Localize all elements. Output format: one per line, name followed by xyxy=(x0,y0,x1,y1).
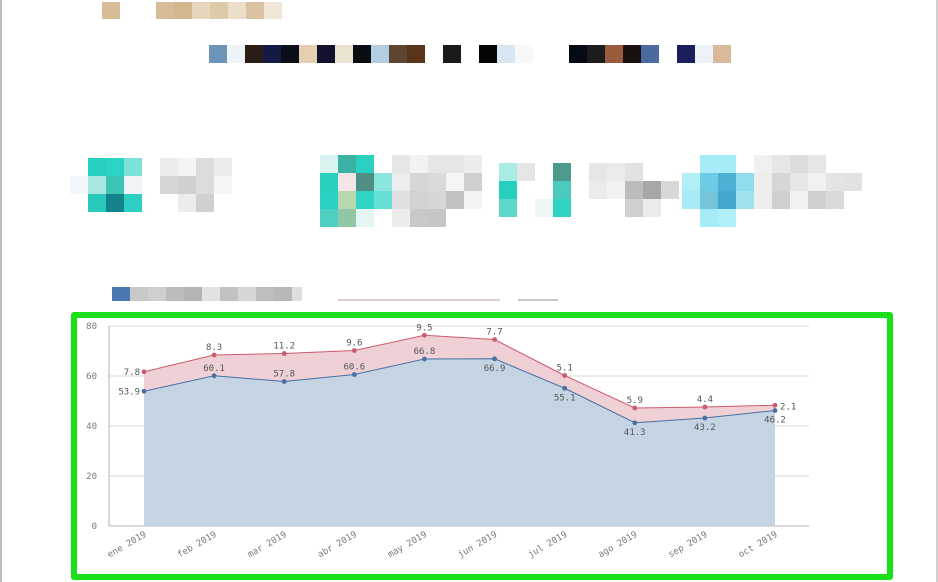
series-1-data-label: 41.3 xyxy=(624,428,646,438)
series-1-point xyxy=(632,420,638,426)
redacted-header-mosaic xyxy=(2,0,938,301)
series-2-point xyxy=(211,352,217,358)
series-1-point xyxy=(702,415,708,421)
series-1-point xyxy=(281,379,287,384)
series-2-data-label: 9.6 xyxy=(346,339,362,349)
series-1-point xyxy=(422,356,427,362)
series-1-data-label: 60.1 xyxy=(203,364,225,374)
x-tick-label: sep 2019 xyxy=(667,530,710,560)
series-1-data-label: 57.8 xyxy=(273,370,295,380)
series-2-data-label: 5.1 xyxy=(557,364,573,374)
series-1-data-label: 46.2 xyxy=(764,416,786,426)
series-2-area xyxy=(144,335,775,423)
series-1-point xyxy=(211,373,217,379)
series-1-line xyxy=(143,358,776,424)
series-1-data-label: 53.9 xyxy=(118,387,140,397)
series-1-point xyxy=(492,356,497,362)
series-2-point xyxy=(772,402,778,408)
series-2-point xyxy=(492,337,497,342)
series-1-data-label: 60.6 xyxy=(343,363,365,373)
series-1-area xyxy=(144,358,775,526)
series-1-point xyxy=(351,372,357,377)
x-tick-label: may 2019 xyxy=(386,530,429,560)
x-tick-label: mar 2019 xyxy=(246,530,289,560)
series-2-data-label: 8.3 xyxy=(206,343,222,353)
series-1-data-label: 43.2 xyxy=(694,423,716,433)
series-1-point xyxy=(562,385,568,391)
y-tick-label: 80 xyxy=(86,322,97,332)
series-2-data-label: 5.9 xyxy=(627,396,643,406)
series-2-point xyxy=(702,404,708,410)
y-tick-label: 40 xyxy=(86,422,97,432)
series-1-data-label: 66.8 xyxy=(414,347,436,357)
chart-highlight-frame: 0 20 40 60 80 7.8 53.9 8.3 60.1 11.2 57.8 9.6 60.6 9.… xyxy=(71,312,893,580)
x-tick-label: feb 2019 xyxy=(176,530,219,560)
y-tick-label: 0 xyxy=(92,522,97,532)
x-tick-label: jun 2019 xyxy=(457,530,500,560)
series-1-data-label: 66.9 xyxy=(484,364,506,374)
series-2-point xyxy=(422,332,427,338)
x-tick-label: ago 2019 xyxy=(597,530,640,560)
y-tick-label: 60 xyxy=(86,372,97,382)
stacked-area-chart: 0 20 40 60 80 7.8 53.9 8.3 60.1 11.2 57.8 9.6 60.6 9.… xyxy=(86,322,809,560)
series-2-point xyxy=(562,373,568,378)
series-2-point xyxy=(632,405,638,411)
y-tick-label: 20 xyxy=(86,472,97,482)
series-2-data-label: 7.7 xyxy=(486,328,502,338)
series-2-point xyxy=(281,351,287,356)
x-tick-label: ene 2019 xyxy=(106,530,149,560)
x-tick-label: oct 2019 xyxy=(737,530,780,560)
series-2-point xyxy=(141,369,147,375)
series-1-data-label: 55.1 xyxy=(554,393,576,403)
x-tick-label: jul 2019 xyxy=(527,530,570,560)
x-tick-label: abr 2019 xyxy=(316,530,359,560)
series-2-data-label: 7.8 xyxy=(124,368,140,378)
series-2-point xyxy=(351,348,357,353)
series-2-line xyxy=(143,334,776,409)
series-2-data-label: 9.5 xyxy=(416,323,432,333)
series-1-point xyxy=(772,408,778,413)
series-2-data-label: 4.4 xyxy=(697,395,713,405)
series-2-data-label: 11.2 xyxy=(273,342,295,352)
series-1-point xyxy=(141,388,147,394)
series-2-data-label: 2.1 xyxy=(780,402,796,412)
